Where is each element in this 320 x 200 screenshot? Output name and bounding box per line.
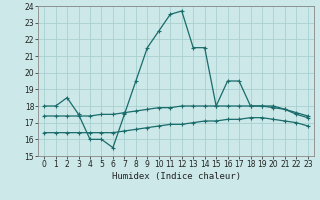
X-axis label: Humidex (Indice chaleur): Humidex (Indice chaleur) bbox=[111, 172, 241, 181]
